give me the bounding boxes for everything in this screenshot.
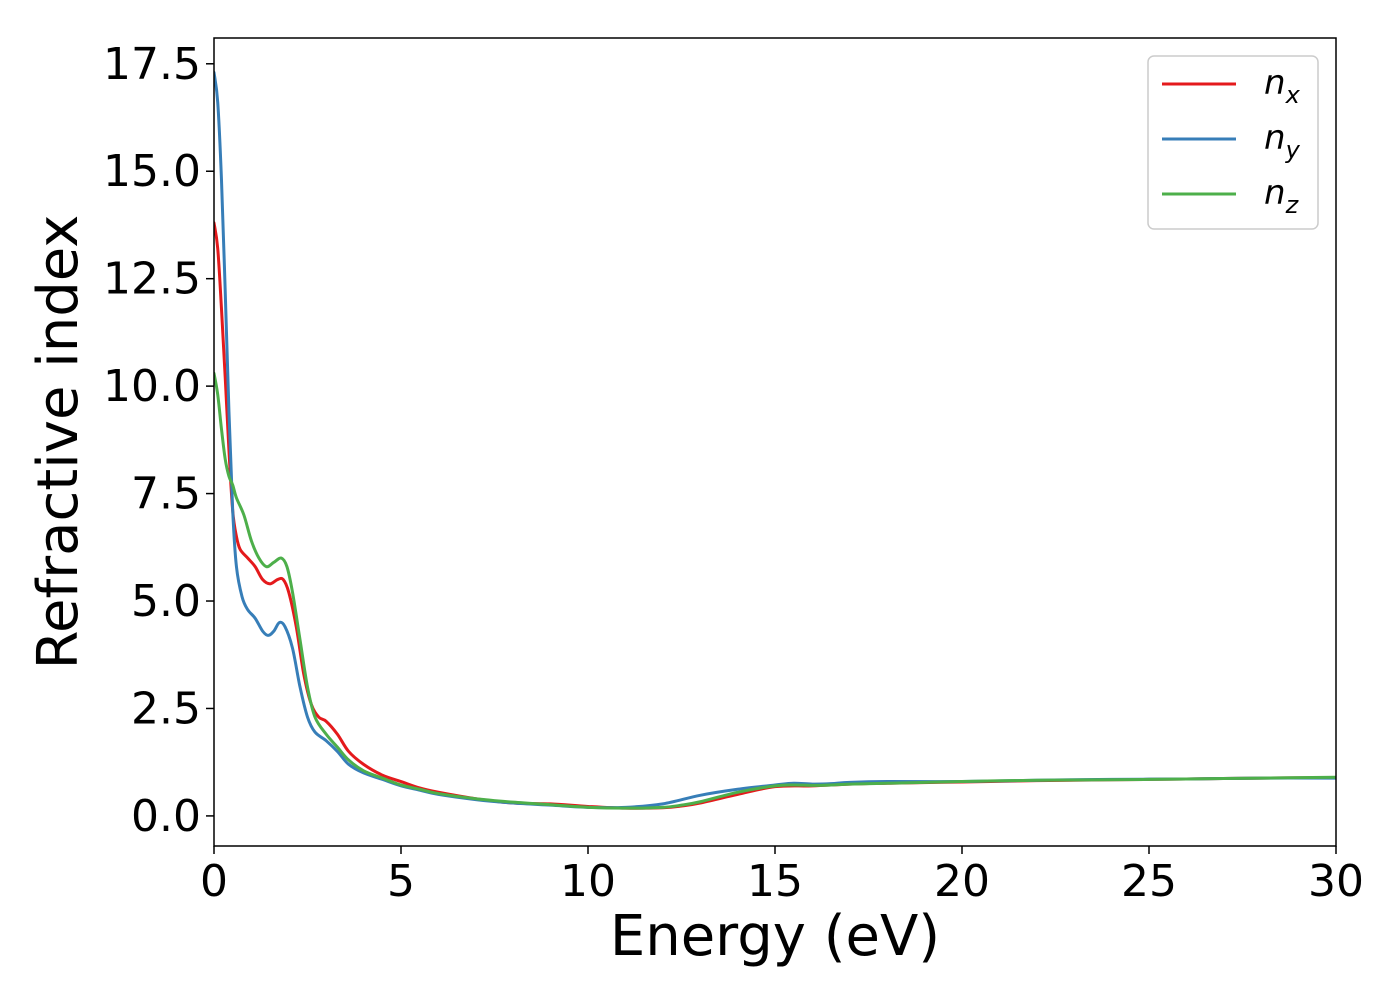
legend-label-base: n: [1264, 173, 1286, 213]
legend-label-subscript: x: [1285, 81, 1301, 109]
x-axis-ticks: 0 5 10 15 20 25 30: [200, 846, 1364, 907]
y-axis-ticks: 0.0 2.5 5.0 7.5 10.0 12.5 15.0 17.5: [103, 39, 214, 842]
legend-label-subscript: z: [1285, 191, 1300, 219]
legend-label-base: n: [1264, 118, 1286, 158]
x-tick-label: 0: [200, 856, 228, 907]
x-axis-label: Energy (eV): [610, 904, 940, 969]
y-tick-label: 15.0: [103, 146, 201, 197]
y-tick-label: 17.5: [103, 39, 201, 90]
legend-label-nz: nz: [1264, 173, 1300, 219]
legend-label-base: n: [1264, 63, 1286, 103]
legend-label-nx: nx: [1264, 63, 1301, 109]
x-tick-label: 30: [1308, 856, 1364, 907]
y-tick-label: 10.0: [103, 361, 201, 412]
x-tick-label: 10: [560, 856, 616, 907]
x-tick-label: 5: [387, 856, 415, 907]
series-line-nz: [214, 371, 1336, 810]
x-tick-label: 25: [1121, 856, 1177, 907]
legend-box: [1147, 55, 1319, 230]
x-tick-label: 15: [747, 856, 803, 907]
x-tick-label: 20: [934, 856, 990, 907]
legend-label-subscript: y: [1285, 136, 1301, 164]
y-tick-label: 7.5: [131, 469, 201, 520]
y-tick-label: 2.5: [131, 683, 201, 734]
series-layer: [214, 70, 1336, 810]
y-tick-label: 12.5: [103, 254, 201, 305]
y-tick-label: 5.0: [131, 576, 201, 627]
legend-label-ny: ny: [1264, 118, 1301, 164]
y-tick-label: 0.0: [131, 791, 201, 842]
y-axis-label: Refractive index: [26, 215, 91, 670]
